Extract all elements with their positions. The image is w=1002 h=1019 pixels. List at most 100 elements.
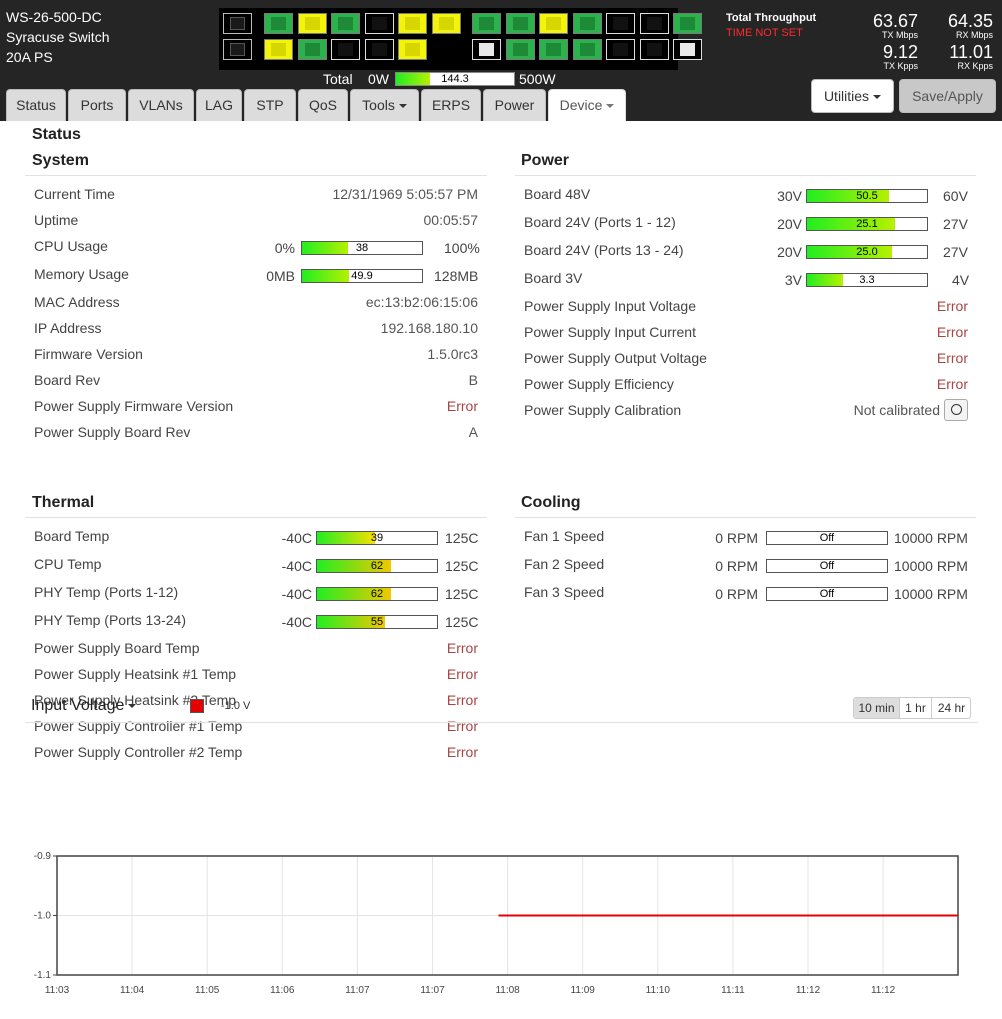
- temp-fill: [317, 560, 392, 572]
- tab-ports[interactable]: Ports: [68, 89, 126, 121]
- tab-stp[interactable]: STP: [244, 89, 296, 121]
- tab-status[interactable]: Status: [6, 89, 66, 121]
- port-top-9[interactable]: [505, 13, 535, 34]
- power-rail-fill: [807, 218, 895, 230]
- temp-value: 62: [370, 560, 384, 572]
- port-bottom-10[interactable]: [572, 39, 602, 60]
- tab-label: Status: [16, 97, 56, 113]
- port-jack: [371, 43, 387, 56]
- thermal-item-value: Error: [446, 744, 478, 760]
- save-apply-button[interactable]: Save/Apply: [899, 79, 996, 113]
- tab-tools[interactable]: Tools: [350, 89, 419, 121]
- utilities-button[interactable]: Utilities: [811, 79, 894, 113]
- calibrate-button[interactable]: [944, 399, 968, 421]
- port-bottom-3[interactable]: [297, 39, 327, 60]
- tab-lag[interactable]: LAG: [196, 89, 242, 121]
- chart-metric-selector[interactable]: Input Voltage: [31, 697, 137, 715]
- tab-erps[interactable]: ERPS: [421, 89, 481, 121]
- temp-value: 62: [370, 588, 384, 600]
- ip-address-value: 192.168.180.10: [380, 320, 478, 336]
- memory-usage-bar: 49.9: [301, 269, 423, 283]
- port-top-14[interactable]: [673, 13, 702, 34]
- memory-usage-label: Memory Usage: [34, 266, 129, 282]
- thermal-item-label: Power Supply Heatsink #2 Temp: [34, 692, 237, 708]
- temp-bar: 55: [316, 615, 438, 629]
- port-top-8[interactable]: [472, 13, 501, 34]
- port-top-10[interactable]: [539, 13, 568, 34]
- port-bottom-7[interactable]: [472, 39, 501, 60]
- port-bottom-2[interactable]: [264, 39, 293, 60]
- port-bottom-5[interactable]: [364, 39, 394, 60]
- port-bottom-8[interactable]: [505, 39, 535, 60]
- port-top-6[interactable]: [398, 13, 427, 34]
- fan-speed-bar: Off: [766, 531, 888, 545]
- tab-vlans[interactable]: VLANs: [128, 89, 194, 121]
- port-jack: [613, 43, 628, 56]
- device-status-panel: Status System Current Time 12/31/1969 5:…: [0, 121, 1002, 1019]
- port-jack: [405, 17, 420, 30]
- port-bottom-11[interactable]: [606, 39, 635, 60]
- total-power-min: 0W: [368, 71, 389, 87]
- port-bottom-6[interactable]: [398, 39, 427, 60]
- ps-firmware-value: Error: [446, 398, 478, 414]
- port-panel: [219, 8, 702, 70]
- gauge-icon: [951, 404, 962, 415]
- range-10-min-button[interactable]: 10 min: [854, 698, 899, 718]
- port-jack: [579, 17, 595, 30]
- temp-min: -40C: [281, 558, 312, 574]
- port-jack: [338, 17, 353, 30]
- port-bottom-12[interactable]: [639, 39, 669, 60]
- port-top-11[interactable]: [572, 13, 602, 34]
- port-jack: [512, 17, 528, 30]
- board-rev-value: B: [468, 372, 478, 388]
- tab-power[interactable]: Power: [483, 89, 546, 121]
- power-item-label: Power Supply Input Voltage: [524, 298, 697, 314]
- power-rail-min: 30V: [777, 188, 802, 204]
- tab-device[interactable]: Device: [548, 89, 626, 121]
- port-top-3[interactable]: [297, 13, 327, 34]
- port-jack: [479, 17, 494, 30]
- power-rail-value: 3.3: [859, 274, 875, 286]
- cpu-max: 100%: [444, 240, 480, 256]
- port-bottom-4[interactable]: [331, 39, 360, 60]
- cooling-divider: [515, 517, 976, 518]
- port-top-4[interactable]: [331, 13, 360, 34]
- port-top-2[interactable]: [264, 13, 293, 34]
- firmware-value: 1.5.0rc3: [427, 346, 478, 362]
- memory-min: 0MB: [266, 268, 295, 284]
- temp-max: 125C: [445, 558, 479, 574]
- power-rail-min: 3V: [784, 272, 802, 288]
- range-24-hr-button[interactable]: 24 hr: [931, 698, 971, 718]
- power-rail-bar: 50.5: [806, 189, 928, 203]
- port-top-12[interactable]: [606, 13, 635, 34]
- power-rail-min: 20V: [777, 216, 802, 232]
- power-rail-value: 25.1: [856, 218, 878, 230]
- port-bottom-1[interactable]: [223, 39, 252, 60]
- power-rail-label: Board 24V (Ports 13 - 24): [524, 242, 684, 258]
- port-top-1[interactable]: [223, 13, 252, 34]
- port-top-7[interactable]: [431, 13, 461, 34]
- port-bottom-9[interactable]: [539, 39, 568, 60]
- port-top-13[interactable]: [639, 13, 669, 34]
- power-rail-min: 20V: [777, 244, 802, 260]
- power-rail-max: 4V: [952, 272, 970, 288]
- legend-value: -1.0 V: [221, 700, 251, 712]
- port-bottom-13[interactable]: [673, 39, 702, 60]
- power-item-value: Error: [936, 350, 968, 366]
- power-divider: [515, 175, 976, 176]
- chart-title: Input Voltage: [31, 697, 125, 714]
- calibration-value: Not calibrated: [853, 402, 940, 418]
- tab-qos[interactable]: QoS: [298, 89, 348, 121]
- mac-address-label: MAC Address: [34, 294, 120, 310]
- temp-max: 125C: [445, 614, 479, 630]
- tab-label: Ports: [80, 97, 114, 113]
- thermal-item-label: Power Supply Board Temp: [34, 640, 200, 656]
- power-supply-label: 20A PS: [6, 49, 53, 65]
- temp-value: 39: [370, 532, 384, 544]
- temp-min: -40C: [281, 586, 312, 602]
- port-jack: [512, 43, 528, 56]
- port-top-5[interactable]: [364, 13, 394, 34]
- range-1-hr-button[interactable]: 1 hr: [899, 698, 931, 718]
- port-jack: [680, 17, 695, 30]
- tab-label: Power: [494, 97, 535, 113]
